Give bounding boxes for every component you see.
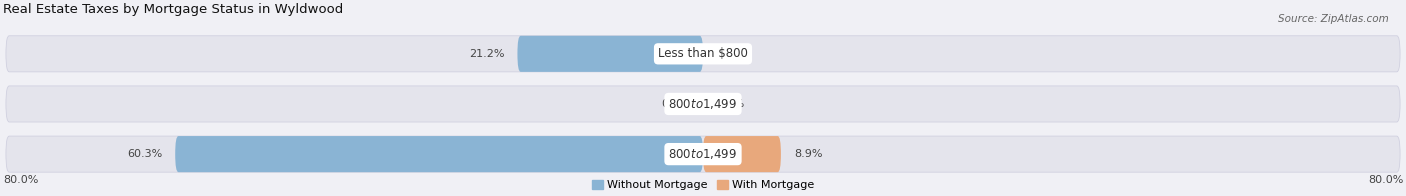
FancyBboxPatch shape [6,86,1400,122]
FancyBboxPatch shape [6,36,1400,72]
Text: Source: ZipAtlas.com: Source: ZipAtlas.com [1278,14,1389,24]
Text: 0.0%: 0.0% [716,99,744,109]
Text: 0.0%: 0.0% [662,99,690,109]
Text: Real Estate Taxes by Mortgage Status in Wyldwood: Real Estate Taxes by Mortgage Status in … [3,3,343,16]
FancyBboxPatch shape [517,36,703,72]
FancyBboxPatch shape [703,136,780,172]
Text: 80.0%: 80.0% [3,175,38,185]
Text: 21.2%: 21.2% [468,49,505,59]
FancyBboxPatch shape [176,136,703,172]
Text: 0.0%: 0.0% [716,49,744,59]
Legend: Without Mortgage, With Mortgage: Without Mortgage, With Mortgage [588,176,818,195]
Text: 60.3%: 60.3% [127,149,162,159]
Text: 8.9%: 8.9% [794,149,823,159]
Text: $800 to $1,499: $800 to $1,499 [668,97,738,111]
Text: 80.0%: 80.0% [1368,175,1403,185]
FancyBboxPatch shape [6,136,1400,172]
Text: Less than $800: Less than $800 [658,47,748,60]
Text: $800 to $1,499: $800 to $1,499 [668,147,738,161]
